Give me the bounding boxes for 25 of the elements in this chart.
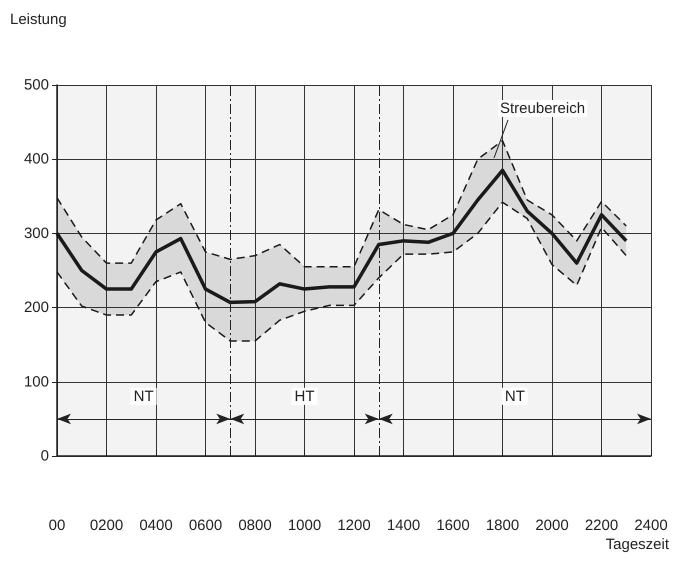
x-tick-label: 0400 <box>139 517 173 534</box>
x-tick-label: 1800 <box>486 517 520 534</box>
x-tick-label: 0200 <box>90 517 124 534</box>
y-tick-label: 400 <box>24 150 49 168</box>
band-label: HT <box>294 388 314 405</box>
band-label: NT <box>504 388 525 405</box>
band-label: NT <box>134 388 154 405</box>
x-tick-label: 1200 <box>337 517 371 534</box>
y-tick-label: 500 <box>24 76 49 94</box>
y-tick-label: 0 <box>40 448 49 464</box>
x-tick-label: 2000 <box>535 517 569 534</box>
y-tick-label: 300 <box>24 224 49 242</box>
x-tick-label: 2200 <box>584 517 618 534</box>
x-tick-label: 1600 <box>436 517 470 534</box>
y-axis-title: Leistung <box>10 11 67 28</box>
x-tick-label: 00 <box>48 517 66 534</box>
x-tick-label: 2400 <box>634 517 668 534</box>
x-axis-title: Tageszeit <box>606 536 670 553</box>
x-tick-label: 1000 <box>288 517 322 534</box>
annotation: Streubereich <box>500 100 586 117</box>
y-tick-label: 100 <box>24 373 49 390</box>
y-tick-label: 200 <box>24 299 49 316</box>
x-tick-label: 0800 <box>238 517 272 534</box>
x-tick-label: 0600 <box>188 517 222 534</box>
x-tick-label: 1400 <box>386 517 420 534</box>
